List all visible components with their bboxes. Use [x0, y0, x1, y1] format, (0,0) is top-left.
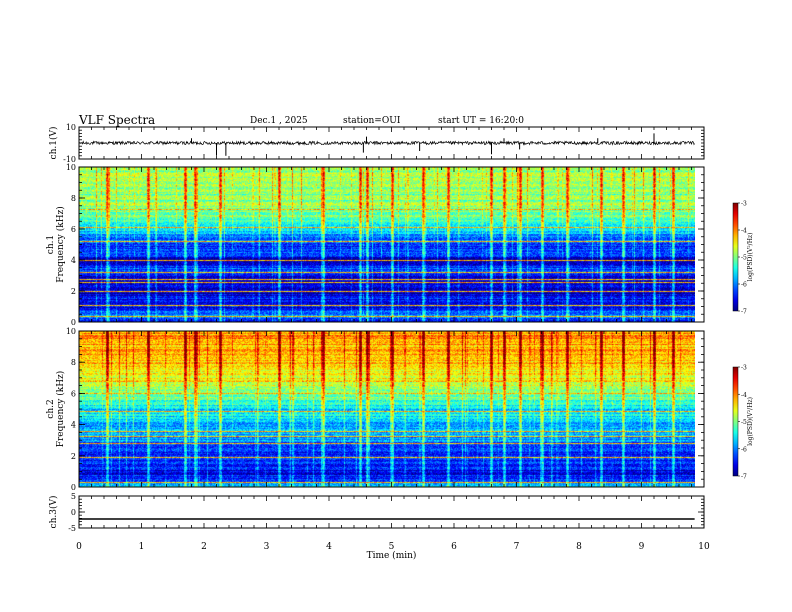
station-label: station=OUI [343, 116, 401, 126]
y-tick-label: 4 [71, 256, 76, 265]
y-tick-label: 10 [66, 123, 76, 132]
panel-frame-2 [78, 166, 705, 323]
x-tick-label: 4 [326, 542, 332, 552]
y-axis-label-2: ch.1 [46, 235, 56, 254]
colorbar-tick-label: -4 [741, 228, 747, 235]
colorbar-tick-label: -7 [741, 474, 747, 481]
colorbar-tick-label: -6 [741, 282, 747, 289]
y-tick-label: -5 [68, 524, 76, 533]
start-time-label: start UT = 16:20:0 [438, 116, 524, 126]
y-axis-label-1: ch.1(V) [48, 127, 59, 160]
colorbar-tick-label: -7 [741, 309, 747, 316]
panel-frame-4 [78, 495, 705, 529]
y-tick-label: 10 [66, 327, 76, 336]
x-tick-label: 0 [76, 542, 82, 552]
date-label: Dec.1 , 2025 [250, 116, 308, 126]
colorbar-tick-label: -3 [741, 201, 747, 208]
y-tick-label: 6 [71, 225, 76, 234]
colorbar-tick-label: -6 [741, 446, 747, 453]
x-tick-label: 10 [698, 542, 710, 552]
x-tick-label: 3 [264, 542, 270, 552]
panel-frame-3 [78, 330, 705, 488]
figure-title: VLF Spectra [79, 113, 156, 127]
colorbar-label-1: log(PSD)(V²/Hz) [747, 233, 754, 282]
y-axis-label-2-unit: Frequency (kHz) [55, 206, 66, 283]
spectrogram-1 [79, 167, 695, 322]
y-tick-label: 8 [71, 358, 76, 367]
x-tick-label: 8 [576, 542, 582, 552]
y-tick-label: -10 [63, 155, 76, 164]
x-tick-label: 9 [639, 542, 645, 552]
colorbar-2 [732, 366, 739, 477]
y-axis-label-3: ch.2 [46, 399, 56, 418]
colorbar-tick-label: -4 [741, 392, 747, 399]
colorbar-tick-label: -3 [741, 365, 747, 372]
panel-frame-1 [78, 126, 705, 160]
y-tick-label: 6 [71, 389, 76, 398]
y-tick-label: 0 [71, 483, 76, 492]
y-tick-label: 10 [66, 163, 76, 172]
y-tick-label: 8 [71, 194, 76, 203]
y-axis-label-3-unit: Frequency (kHz) [55, 371, 66, 448]
x-axis-label: Time (min) [367, 550, 417, 561]
colorbar-tick-label: -5 [741, 419, 747, 426]
colorbar-label-2: log(PSD)(V²/Hz) [747, 397, 754, 446]
y-tick-label: 4 [71, 421, 76, 430]
y-tick-label: 2 [71, 452, 76, 461]
y-tick-label: 5 [71, 492, 76, 501]
y-tick-label: 0 [71, 318, 76, 327]
y-tick-label: 0 [71, 508, 76, 517]
x-tick-label: 2 [201, 542, 207, 552]
x-tick-label: 7 [514, 542, 520, 552]
colorbar-1 [732, 202, 739, 312]
signal-trace-1 [78, 140, 695, 146]
x-tick-label: 6 [451, 542, 457, 552]
x-tick-label: 5 [389, 542, 395, 552]
colorbar-tick-label: -5 [741, 255, 747, 262]
y-tick-label: 2 [71, 287, 76, 296]
y-axis-label-4: ch.3(V) [48, 496, 59, 529]
spectrogram-2 [79, 331, 695, 487]
x-tick-label: 1 [139, 542, 145, 552]
